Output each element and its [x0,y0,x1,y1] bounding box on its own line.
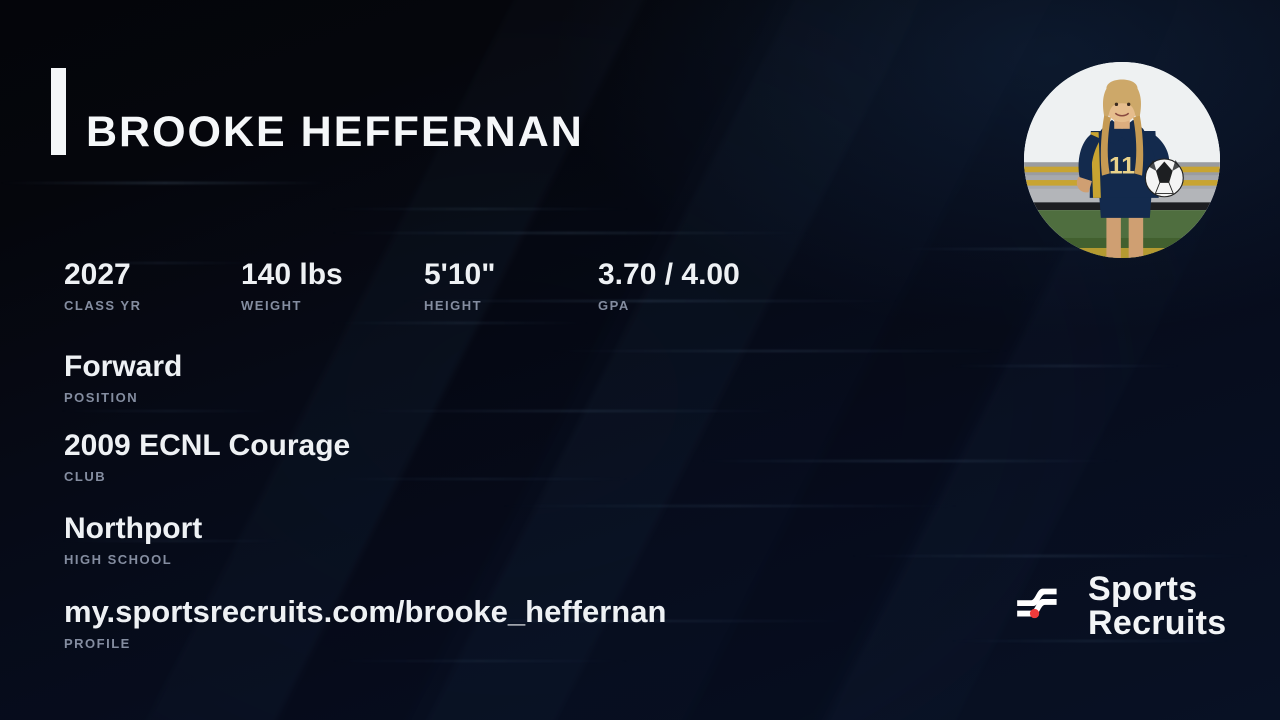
svg-text:11: 11 [1109,152,1135,179]
